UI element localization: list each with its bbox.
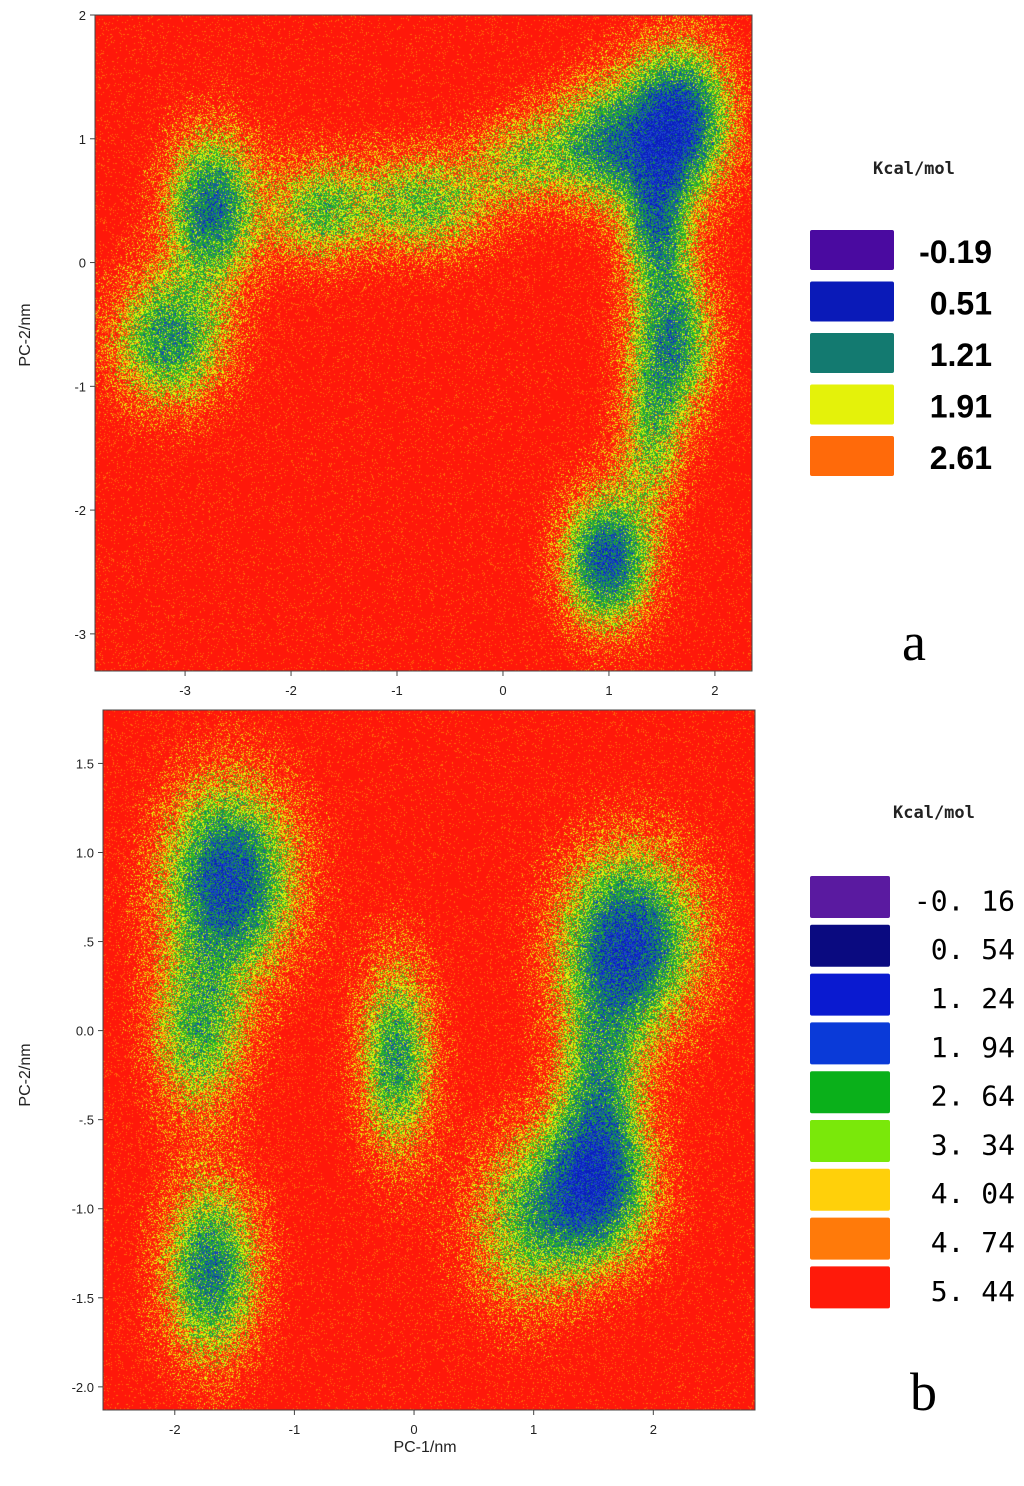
legend-swatch xyxy=(810,436,894,476)
plot-frame-b xyxy=(102,709,756,1411)
legend-label: 2. 64 xyxy=(931,1080,1015,1113)
y-tick-label: 0 xyxy=(79,256,86,271)
legend-label: 0. 54 xyxy=(931,933,1015,966)
legend-label: 4. 04 xyxy=(931,1177,1015,1210)
legend-label: 0.51 xyxy=(930,285,992,321)
legend-unit-a: Kcal/mol xyxy=(873,159,955,179)
panel-label-a: a xyxy=(902,612,926,672)
y-axis-title-a: PC-2/nm xyxy=(17,303,34,366)
legend-label: 2.61 xyxy=(930,440,992,476)
x-tick-label: 1 xyxy=(530,1422,537,1437)
legend-swatch xyxy=(810,973,890,1016)
y-tick-label: -.5 xyxy=(79,1113,94,1128)
x-tick-label: 0 xyxy=(499,683,506,698)
axis-ticks-a: -3 -2 -1 0 1 2 2 1 0 -1 -2 -3 xyxy=(74,8,718,698)
legend-swatch xyxy=(810,924,890,967)
x-tick-label: 1 xyxy=(605,683,612,698)
legend-a: -0.19 0.51 1.21 1.91 2.61 xyxy=(810,230,992,476)
legend-b: -0. 16 0. 54 1. 24 1. 94 2. 64 3. 34 4. 04 4. 7… xyxy=(810,876,1015,1309)
legend-label: -0.19 xyxy=(919,234,992,270)
legend-swatch xyxy=(810,1217,890,1260)
x-tick-label: 2 xyxy=(711,683,718,698)
legend-swatch xyxy=(810,281,894,322)
y-tick-label: .5 xyxy=(83,935,94,950)
panel-a: -3 -2 -1 0 1 2 2 1 0 -1 -2 -3 PC-2/nm Kcal/mol -0.1… xyxy=(17,8,992,698)
y-axis-title-b: PC-2/nm xyxy=(17,1043,34,1106)
x-axis-title-b: PC-1/nm xyxy=(393,1439,456,1456)
y-tick-label: 2 xyxy=(79,8,86,23)
legend-label: 3. 34 xyxy=(931,1128,1015,1161)
legend-label: 1.91 xyxy=(930,388,992,424)
legend-unit-b: Kcal/mol xyxy=(893,803,975,823)
legend-label: 1. 94 xyxy=(931,1031,1015,1064)
y-tick-label: 1.5 xyxy=(76,756,94,771)
panel-label-b: b xyxy=(910,1362,937,1422)
energy-landscape-b xyxy=(103,710,755,1410)
y-tick-label: -3 xyxy=(74,627,86,642)
legend-swatch xyxy=(810,333,894,373)
y-tick-label: -1 xyxy=(74,379,86,394)
legend-label: 1. 24 xyxy=(931,982,1015,1015)
y-tick-label: 1 xyxy=(79,132,86,147)
legend-swatch xyxy=(810,876,890,918)
legend-swatch xyxy=(810,1168,890,1211)
y-tick-label: -2 xyxy=(74,503,86,518)
y-tick-label: 1.0 xyxy=(76,845,94,860)
panel-b: -2 -1 0 1 2 1.5 1.0 .5 0.0 -.5 -1.0 -1.5 -2.0 PC-1/n… xyxy=(17,709,1015,1456)
x-tick-label: -2 xyxy=(169,1422,181,1437)
y-tick-label: -1.5 xyxy=(72,1291,94,1306)
y-tick-label: -1.0 xyxy=(72,1202,94,1217)
energy-landscape-a xyxy=(95,15,752,671)
legend-label: 1.21 xyxy=(930,337,992,373)
legend-swatch xyxy=(810,1022,890,1065)
x-tick-label: -1 xyxy=(289,1422,301,1437)
x-tick-label: 0 xyxy=(410,1422,417,1437)
legend-swatch xyxy=(810,1266,890,1309)
x-tick-label: -2 xyxy=(285,683,297,698)
x-tick-label: -3 xyxy=(179,683,191,698)
plot-frame-a xyxy=(94,14,753,672)
legend-label: 4. 74 xyxy=(931,1226,1015,1259)
legend-swatch xyxy=(810,384,894,425)
legend-swatch xyxy=(810,1071,890,1114)
legend-label: -0. 16 xyxy=(914,884,1015,917)
legend-swatch xyxy=(810,230,894,270)
legend-swatch xyxy=(810,1120,890,1162)
y-tick-label: -2.0 xyxy=(72,1380,94,1395)
legend-label: 5. 44 xyxy=(931,1275,1015,1308)
x-tick-label: -1 xyxy=(391,683,403,698)
x-tick-label: 2 xyxy=(650,1422,657,1437)
axis-ticks-b: -2 -1 0 1 2 1.5 1.0 .5 0.0 -.5 -1.0 -1.5 -2.0 xyxy=(72,756,657,1437)
y-tick-label: 0.0 xyxy=(76,1024,94,1039)
